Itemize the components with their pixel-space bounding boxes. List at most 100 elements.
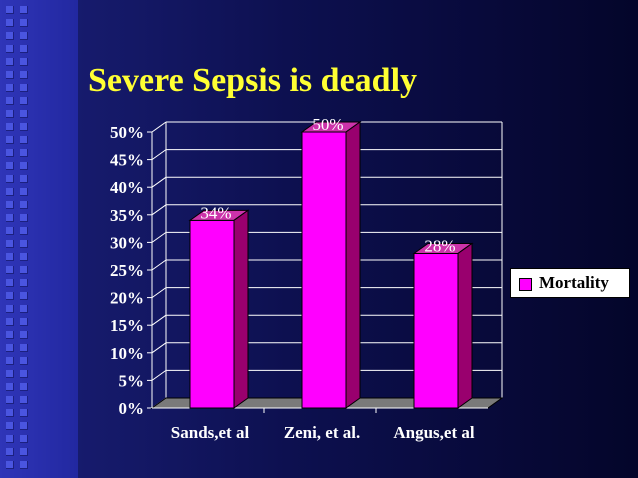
y-tick-label: 30% bbox=[110, 233, 144, 252]
decorative-square bbox=[20, 19, 28, 27]
decorative-dot-column-right bbox=[20, 6, 28, 474]
legend-label-mortality: Mortality bbox=[539, 273, 609, 292]
gridline-side bbox=[151, 369, 167, 381]
decorative-square bbox=[20, 97, 28, 105]
gridline-side bbox=[151, 342, 167, 354]
decorative-square bbox=[20, 123, 28, 131]
y-tick-label: 50% bbox=[110, 123, 144, 142]
decorative-square bbox=[6, 305, 14, 313]
decorative-square bbox=[6, 292, 14, 300]
decorative-square bbox=[6, 331, 14, 339]
decorative-square bbox=[6, 110, 14, 118]
decorative-square bbox=[6, 396, 14, 404]
gridline-side bbox=[151, 314, 167, 326]
decorative-square bbox=[6, 461, 14, 469]
bar bbox=[413, 252, 459, 409]
decorative-square bbox=[6, 162, 14, 170]
y-tick-label: 15% bbox=[110, 316, 144, 335]
bar bbox=[301, 131, 347, 409]
decorative-square bbox=[20, 201, 28, 209]
decorative-square bbox=[20, 344, 28, 352]
decorative-square bbox=[20, 240, 28, 248]
decorative-square bbox=[6, 84, 14, 92]
decorative-square bbox=[20, 32, 28, 40]
decorative-square bbox=[20, 448, 28, 456]
y-tick-label: 25% bbox=[110, 261, 144, 280]
decorative-square bbox=[20, 461, 28, 469]
decorative-square bbox=[20, 149, 28, 157]
decorative-square bbox=[20, 110, 28, 118]
decorative-square bbox=[6, 448, 14, 456]
decorative-square bbox=[6, 435, 14, 443]
y-tick-label: 0% bbox=[119, 399, 145, 418]
y-tick-label: 45% bbox=[110, 151, 144, 170]
decorative-square bbox=[20, 84, 28, 92]
decorative-square bbox=[20, 370, 28, 378]
x-category-label: Angus,et al bbox=[393, 423, 475, 442]
decorative-square bbox=[20, 175, 28, 183]
decorative-square bbox=[6, 71, 14, 79]
decorative-square bbox=[20, 136, 28, 144]
gridline-side bbox=[151, 259, 167, 271]
decorative-square bbox=[20, 318, 28, 326]
decorative-square bbox=[20, 422, 28, 430]
data-label: 34% bbox=[200, 203, 231, 222]
gridline-side bbox=[151, 176, 167, 188]
decorative-square bbox=[6, 97, 14, 105]
decorative-square bbox=[20, 292, 28, 300]
decorative-square bbox=[20, 409, 28, 417]
decorative-square bbox=[6, 318, 14, 326]
data-label: 50% bbox=[312, 115, 343, 134]
gridline-side bbox=[151, 231, 167, 243]
decorative-square bbox=[6, 422, 14, 430]
decorative-square bbox=[6, 383, 14, 391]
decorative-square bbox=[20, 357, 28, 365]
decorative-square bbox=[20, 279, 28, 287]
decorative-square bbox=[6, 45, 14, 53]
decorative-square bbox=[6, 409, 14, 417]
decorative-square bbox=[6, 175, 14, 183]
decorative-square bbox=[20, 253, 28, 261]
decorative-square bbox=[6, 32, 14, 40]
bar-side-face bbox=[233, 209, 249, 409]
decorative-square bbox=[20, 396, 28, 404]
gridline-side bbox=[151, 121, 167, 133]
decorative-square bbox=[6, 253, 14, 261]
decorative-square bbox=[6, 136, 14, 144]
data-label: 28% bbox=[424, 236, 455, 255]
decorative-square bbox=[6, 344, 14, 352]
decorative-square bbox=[20, 162, 28, 170]
decorative-square bbox=[6, 123, 14, 131]
gridline-side bbox=[151, 204, 167, 216]
gridline-side bbox=[151, 149, 167, 161]
gridline-side bbox=[151, 287, 167, 299]
decorative-square bbox=[20, 71, 28, 79]
x-category-label: Zeni, et al. bbox=[284, 423, 361, 442]
x-category-label: Sands,et al bbox=[171, 423, 250, 442]
decorative-square bbox=[20, 188, 28, 196]
decorative-square bbox=[6, 227, 14, 235]
decorative-square bbox=[20, 214, 28, 222]
bar-side-face bbox=[345, 121, 361, 409]
decorative-square bbox=[20, 383, 28, 391]
decorative-square bbox=[6, 58, 14, 66]
bar bbox=[189, 219, 235, 409]
slide-title: Severe Sepsis is deadly bbox=[88, 62, 418, 99]
decorative-square bbox=[6, 6, 14, 14]
decorative-dot-column-left bbox=[6, 6, 14, 474]
decorative-square bbox=[6, 188, 14, 196]
decorative-square bbox=[20, 6, 28, 14]
decorative-square bbox=[6, 279, 14, 287]
decorative-square bbox=[20, 266, 28, 274]
chart-legend: Mortality bbox=[510, 268, 630, 298]
legend-swatch-mortality bbox=[519, 278, 532, 291]
decorative-square bbox=[6, 149, 14, 157]
decorative-square bbox=[6, 266, 14, 274]
y-tick-label: 5% bbox=[119, 371, 145, 390]
decorative-square bbox=[6, 214, 14, 222]
y-tick-label: 35% bbox=[110, 206, 144, 225]
decorative-square bbox=[6, 201, 14, 209]
decorative-square bbox=[6, 240, 14, 248]
bar-side-face bbox=[457, 242, 473, 409]
